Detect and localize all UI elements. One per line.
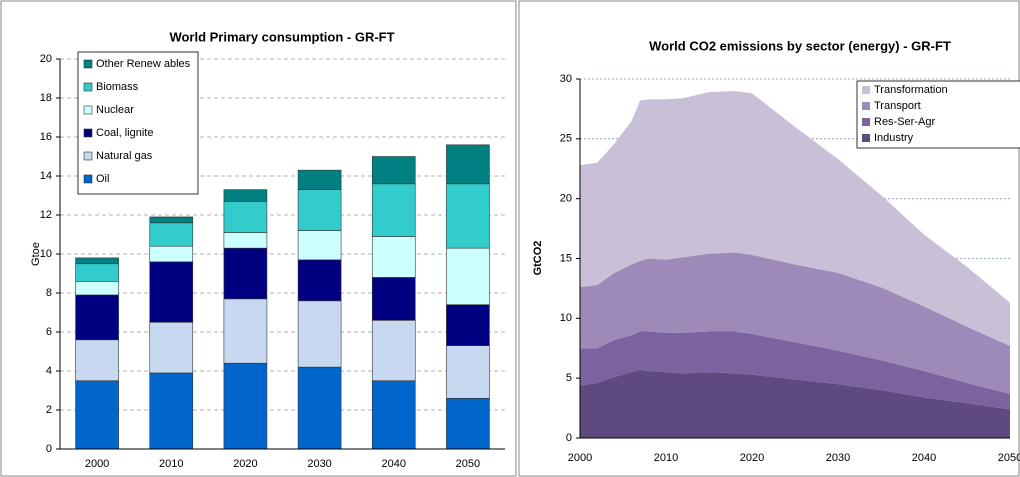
x-tick-label: 2050 xyxy=(456,458,480,470)
legend-label: Oil xyxy=(96,173,109,185)
bar-segment xyxy=(75,257,119,265)
bar-segment xyxy=(446,247,490,305)
bar-segment xyxy=(371,236,416,278)
legend-swatch xyxy=(862,102,870,110)
x-tick-label: 2010 xyxy=(654,452,678,464)
bar-segment xyxy=(371,156,416,185)
bar-segment xyxy=(446,144,490,185)
bar-segment xyxy=(149,222,194,247)
x-tick-label: 2020 xyxy=(233,458,257,470)
x-tick-label: 2040 xyxy=(382,458,406,470)
bar-segment xyxy=(223,362,268,450)
y-tick-label: 12 xyxy=(40,209,52,221)
legend-label: Natural gas xyxy=(96,150,153,162)
y-tick-label: 10 xyxy=(560,312,572,324)
bar-segment xyxy=(149,216,194,224)
x-tick-label: 2000 xyxy=(568,452,592,464)
area xyxy=(580,331,1010,410)
legend-swatch xyxy=(83,59,93,69)
legend-label: Other Renew ables xyxy=(96,58,191,70)
legend-label: Transport xyxy=(874,100,921,112)
bar-segment xyxy=(75,339,119,382)
x-tick-label: 2040 xyxy=(912,452,936,464)
legend-box xyxy=(856,80,1020,149)
y-axis-label: Gtoe xyxy=(30,242,42,266)
y-tick-label: 5 xyxy=(566,372,572,384)
legend-label: Industry xyxy=(874,132,914,144)
bar-segment xyxy=(297,300,342,368)
bar-segment xyxy=(223,247,268,300)
bar-segment xyxy=(297,169,342,190)
bar-segment xyxy=(149,321,194,374)
y-tick-label: 0 xyxy=(566,432,572,444)
bar-segment xyxy=(297,259,342,302)
legend-swatch xyxy=(83,151,93,161)
bar-segment xyxy=(446,183,490,249)
legend-swatch xyxy=(83,128,93,138)
x-tick-label: 2020 xyxy=(740,452,764,464)
bar-segment xyxy=(446,304,490,346)
y-tick-label: 14 xyxy=(40,170,52,182)
legend-label: Nuclear xyxy=(96,104,134,116)
legend-box xyxy=(77,51,199,195)
y-tick-label: 2 xyxy=(46,404,52,416)
x-tick-label: 2030 xyxy=(826,452,850,464)
bar-segment xyxy=(297,189,342,231)
legend-swatch xyxy=(862,118,870,126)
bar-segment xyxy=(371,183,416,237)
bar-segment xyxy=(297,366,342,450)
legend-swatch xyxy=(862,86,870,94)
y-tick-label: 20 xyxy=(560,193,572,205)
legend-label: Coal, lignite xyxy=(96,127,153,139)
bar-segment xyxy=(223,201,268,233)
y-tick-label: 8 xyxy=(46,287,52,299)
chart-title: World CO2 emissions by sector (energy) -… xyxy=(649,38,951,53)
bar-segment xyxy=(446,397,490,450)
bar-segment xyxy=(75,380,119,450)
bar-segment xyxy=(75,263,119,282)
x-tick-label: 2050 xyxy=(998,452,1020,464)
y-tick-label: 0 xyxy=(46,443,52,455)
y-axis-label: GtCO2 xyxy=(532,241,544,276)
bar-segment xyxy=(371,380,416,450)
x-tick-label: 2000 xyxy=(85,458,109,470)
bar-segment xyxy=(297,230,342,261)
legend-label: Biomass xyxy=(96,81,139,93)
bar-segment xyxy=(371,319,416,382)
bar-segment xyxy=(446,345,490,399)
bar-segment xyxy=(149,261,194,323)
legend-label: Transformation xyxy=(874,84,948,96)
y-tick-label: 30 xyxy=(560,73,572,85)
bar-segment xyxy=(75,294,119,341)
y-tick-label: 15 xyxy=(560,252,572,264)
area xyxy=(580,369,1010,438)
y-tick-label: 16 xyxy=(40,131,52,143)
y-tick-label: 18 xyxy=(40,92,52,104)
legend-swatch xyxy=(83,105,93,115)
bar-segment xyxy=(223,232,268,249)
bar-segment xyxy=(223,298,268,364)
y-tick-label: 25 xyxy=(560,133,572,145)
y-tick-label: 4 xyxy=(46,365,52,377)
area xyxy=(580,90,1010,346)
bar-segment xyxy=(149,372,194,450)
legend-swatch xyxy=(862,134,870,142)
y-tick-label: 20 xyxy=(40,53,52,65)
bar-segment xyxy=(75,280,119,296)
bar-segment xyxy=(149,245,194,263)
chart-title: World Primary consumption - GR-FT xyxy=(169,29,394,44)
x-tick-label: 2030 xyxy=(307,458,331,470)
area xyxy=(580,252,1010,394)
y-tick-label: 6 xyxy=(46,326,52,338)
legend-swatch xyxy=(83,174,93,184)
legend-swatch xyxy=(83,82,93,92)
legend-label: Res-Ser-Agr xyxy=(874,116,935,128)
y-tick-label: 10 xyxy=(40,248,52,260)
bar-segment xyxy=(223,189,268,202)
x-tick-label: 2010 xyxy=(159,458,183,470)
bar-segment xyxy=(371,277,416,321)
